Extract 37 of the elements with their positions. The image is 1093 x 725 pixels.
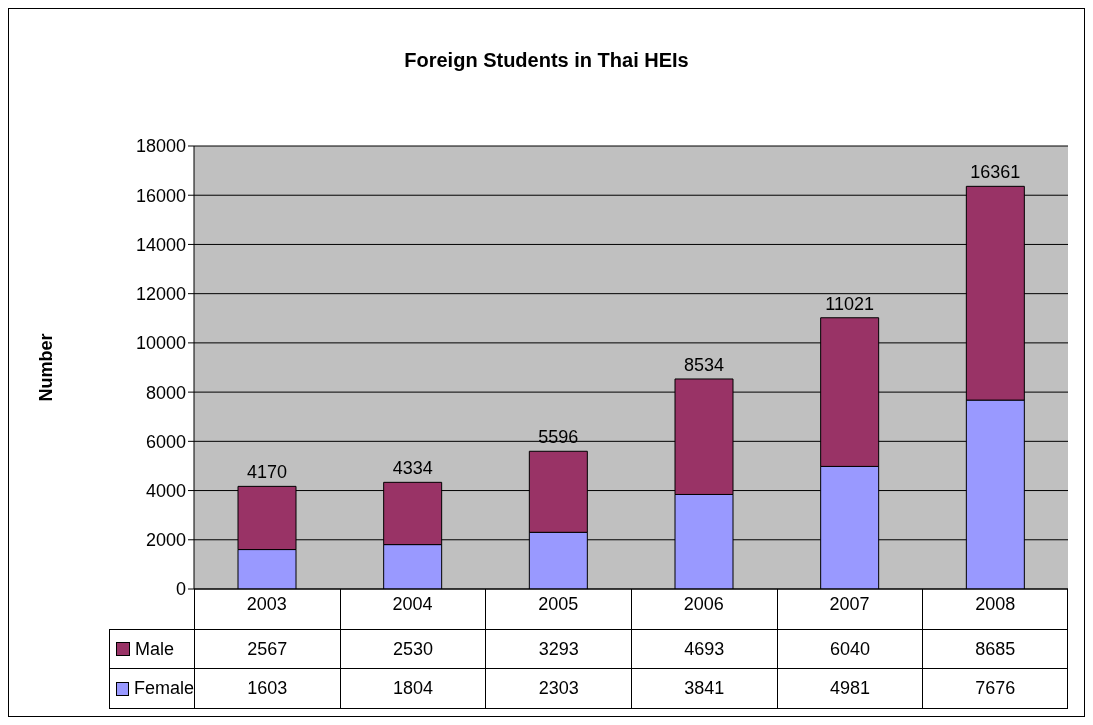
data-label: 2303 (485, 669, 631, 709)
total-label: 11021 (825, 293, 875, 314)
data-label: 3293 (485, 629, 631, 669)
data-label: 7676 (922, 669, 1068, 709)
x-tick-label: 2005 (538, 593, 579, 614)
x-tick-label: 2008 (975, 593, 1016, 614)
data-label: 3841 (631, 669, 777, 709)
chart-title: Foreign Students in Thai HEIs (403, 49, 690, 72)
x-tick-label: 2003 (246, 593, 287, 614)
x-tick-label: 2006 (683, 593, 724, 614)
y-tick-label: 8000 (145, 382, 186, 403)
data-label: 8685 (922, 629, 1068, 669)
data-label: 4693 (631, 629, 777, 669)
total-label: 4170 (246, 462, 288, 483)
data-label: 1603 (194, 669, 340, 709)
data-label: 4981 (776, 669, 923, 709)
y-axis-title: Number (35, 333, 57, 402)
y-tick-label: 6000 (145, 431, 186, 452)
total-label: 4334 (392, 458, 433, 479)
y-tick-label: 12000 (135, 284, 186, 305)
y-tick-label: 4000 (145, 480, 186, 501)
data-label: 1804 (339, 669, 486, 709)
total-label: 8534 (683, 354, 725, 375)
y-tick-label: 18000 (135, 136, 186, 157)
total-label: 16361 (970, 162, 1021, 183)
data-label: 2567 (194, 629, 340, 669)
y-tick-label: 14000 (135, 234, 186, 255)
legend-label: Male (109, 629, 194, 669)
x-tick-label: 2007 (829, 593, 870, 614)
y-tick-label: 2000 (145, 530, 186, 551)
data-label: 2530 (339, 629, 486, 669)
x-tick-label: 2004 (392, 593, 433, 614)
y-tick-label: 16000 (135, 185, 186, 206)
y-tick-label: 0 (175, 579, 186, 600)
data-label: 6040 (776, 629, 923, 669)
y-tick-label: 10000 (135, 333, 186, 354)
legend-label: Female (109, 669, 194, 709)
